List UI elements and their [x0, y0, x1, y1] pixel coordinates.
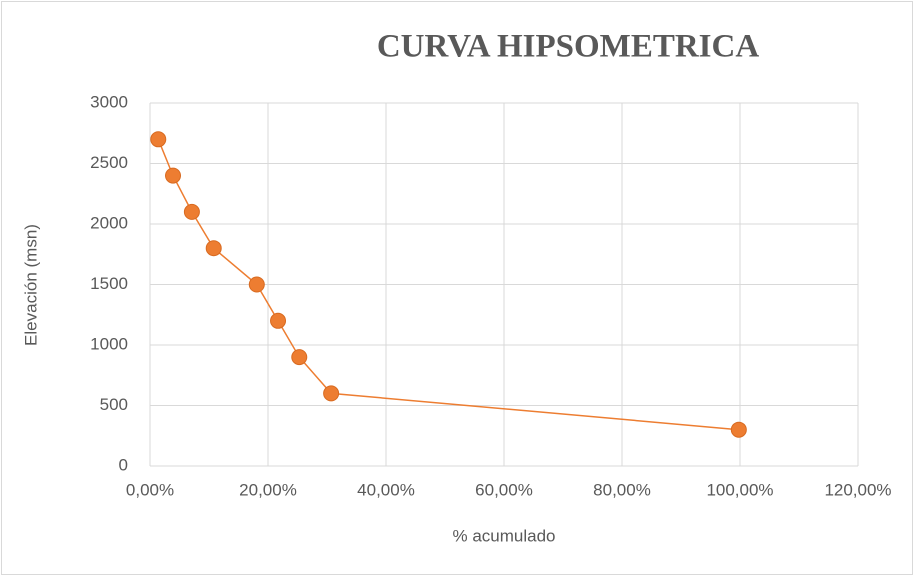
- y-tick-label: 1500: [90, 274, 128, 293]
- data-point: [150, 131, 167, 148]
- data-point: [291, 349, 308, 366]
- x-tick-label: 60,00%: [475, 480, 533, 499]
- data-point: [183, 203, 200, 220]
- data-point: [165, 167, 182, 184]
- y-tick-label: 0: [119, 455, 128, 474]
- y-tick-label: 2500: [90, 153, 128, 172]
- y-tick-label: 500: [100, 395, 128, 414]
- x-tick-label: 120,00%: [824, 480, 891, 499]
- y-tick-label: 3000: [90, 92, 128, 111]
- x-tick-label: 0,00%: [126, 480, 174, 499]
- data-point: [248, 276, 265, 293]
- data-point: [730, 421, 747, 438]
- x-tick-label: 100,00%: [706, 480, 773, 499]
- x-tick-label: 20,00%: [239, 480, 297, 499]
- x-axis-label: % acumulado: [452, 526, 555, 545]
- x-tick-label: 80,00%: [593, 480, 651, 499]
- y-tick-label: 2000: [90, 213, 128, 232]
- data-point: [270, 312, 287, 329]
- data-point: [323, 385, 340, 402]
- x-tick-label: 40,00%: [357, 480, 415, 499]
- y-tick-label: 1000: [90, 334, 128, 353]
- y-axis-label: Elevación (msn): [21, 224, 40, 346]
- chart-title: CURVA HIPSOMETRICA: [377, 29, 760, 65]
- data-point: [205, 240, 222, 257]
